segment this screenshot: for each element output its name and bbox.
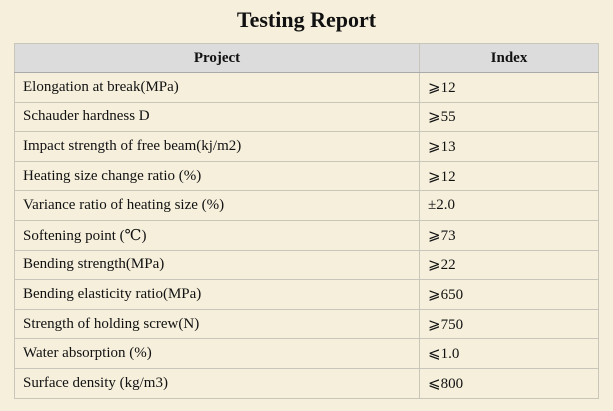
table-row: Schauder hardness D ⩾55 [14, 101, 599, 133]
project-cell: Elongation at break(MPa) [14, 72, 420, 103]
project-cell: Softening point (℃) [14, 219, 420, 251]
project-cell: Heating size change ratio (%) [14, 160, 420, 192]
index-cell: ⩽800 [419, 367, 599, 399]
table-row: Surface density (kg/m3) ⩽800 [14, 367, 599, 399]
table-row: Variance ratio of heating size (%) ±2.0 [14, 190, 599, 221]
table-row: Impact strength of free beam(kj/m2) ⩾13 [14, 131, 599, 162]
index-cell: ⩾12 [419, 72, 599, 103]
index-cell: ⩾55 [419, 101, 599, 133]
table-row: Elongation at break(MPa) ⩾12 [14, 72, 599, 103]
table-row: Softening point (℃) ⩾73 [14, 219, 599, 251]
report-title: Testing Report [236, 7, 377, 32]
table-row: Strength of holding screw(N) ⩾750 [14, 308, 599, 340]
index-cell: ⩾750 [419, 308, 599, 340]
index-cell: ⩾12 [419, 160, 599, 192]
column-header-index: Index [419, 43, 599, 73]
table-row: Heating size change ratio (%) ⩾12 [14, 160, 599, 192]
project-cell: Schauder hardness D [14, 101, 420, 133]
project-cell: Surface density (kg/m3) [14, 367, 420, 399]
index-cell: ⩾650 [419, 279, 599, 310]
index-cell: ⩾22 [419, 249, 599, 281]
table-row: Bending elasticity ratio(MPa) ⩾650 [14, 279, 599, 310]
project-cell: Strength of holding screw(N) [14, 308, 420, 340]
table-row: Water absorption (%) ⩽1.0 [14, 338, 599, 369]
project-cell: Bending strength(MPa) [14, 249, 420, 281]
index-cell: ±2.0 [419, 190, 599, 221]
project-cell: Bending elasticity ratio(MPa) [14, 279, 420, 310]
table-row: Bending strength(MPa) ⩾22 [14, 249, 599, 281]
index-cell: ⩽1.0 [419, 338, 599, 369]
project-cell: Impact strength of free beam(kj/m2) [14, 131, 420, 162]
column-header-project: Project [14, 43, 420, 73]
project-cell: Water absorption (%) [14, 338, 420, 369]
testing-report-table: Project Index Elongation at break(MPa) ⩾1… [14, 43, 599, 399]
index-cell: ⩾13 [419, 131, 599, 162]
index-cell: ⩾73 [419, 219, 599, 251]
table-header-row: Project Index [14, 43, 599, 73]
project-cell: Variance ratio of heating size (%) [14, 190, 420, 221]
